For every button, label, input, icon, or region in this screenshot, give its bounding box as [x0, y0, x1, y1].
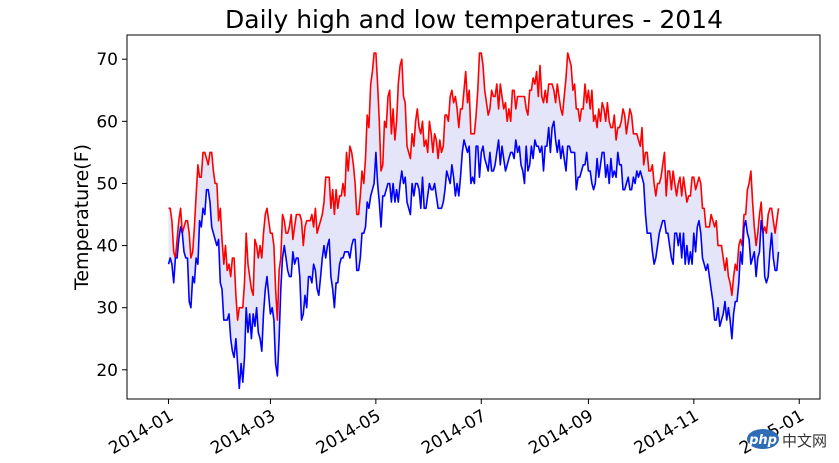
- plot-frame: [126, 34, 821, 400]
- y-axis-label: Temperature(F): [71, 144, 93, 291]
- x-tick-label: 2014-03: [207, 406, 279, 459]
- series-line-low: [167, 120, 780, 390]
- watermark-logo-oval: [747, 429, 779, 449]
- y-tick-label: 50: [96, 174, 118, 194]
- x-tick-label: 2014-11: [631, 406, 703, 459]
- x-tick-label: 2014-09: [525, 406, 597, 459]
- y-axis: 20 30 40 50 60 70: [96, 50, 127, 381]
- watermark-logo-text: php: [748, 433, 777, 448]
- x-axis: 2014-01 2014-03 2014-05 2014-07 2014-09 2014-…: [105, 399, 808, 459]
- watermark: php 中文网: [747, 429, 827, 450]
- y-tick-label: 30: [96, 299, 118, 319]
- watermark-site-text: 中文网: [782, 432, 827, 450]
- y-tick-label: 20: [96, 361, 118, 381]
- series-line-high: [168, 52, 780, 321]
- y-tick-label: 70: [96, 50, 118, 70]
- x-tick-label: 2014-01: [105, 406, 177, 459]
- plot-area: [167, 52, 780, 390]
- y-tick-label: 60: [96, 112, 118, 132]
- high-low-fill-band: [168, 53, 779, 389]
- x-tick-label: 2014-05: [313, 406, 385, 459]
- x-tick-label: 2014-07: [418, 406, 490, 459]
- y-tick-label: 40: [96, 237, 118, 257]
- chart-title: Daily high and low temperatures - 2014: [225, 5, 723, 34]
